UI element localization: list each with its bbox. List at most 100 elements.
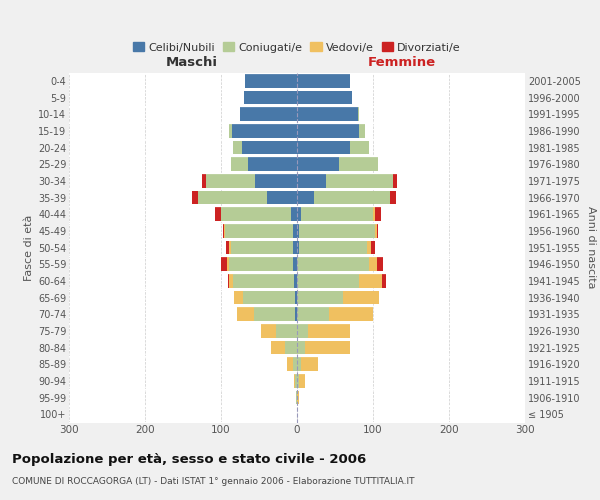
Bar xyxy=(215,208,221,221)
Bar xyxy=(297,124,359,138)
Bar xyxy=(339,158,379,171)
Bar xyxy=(375,224,377,237)
Bar xyxy=(276,324,297,338)
Bar xyxy=(305,340,350,354)
Bar xyxy=(359,274,382,287)
Bar xyxy=(229,274,233,287)
Bar xyxy=(223,224,224,237)
Bar xyxy=(343,290,379,304)
Text: Maschi: Maschi xyxy=(166,56,218,69)
Bar xyxy=(371,240,374,254)
Bar xyxy=(295,290,297,304)
Bar xyxy=(221,258,227,271)
Bar xyxy=(297,158,339,171)
Bar xyxy=(358,108,359,121)
Text: COMUNE DI ROCCAGORGA (LT) - Dati ISTAT 1° gennaio 2006 - Elaborazione TUTTITALIA: COMUNE DI ROCCAGORGA (LT) - Dati ISTAT 1… xyxy=(12,478,415,486)
Bar xyxy=(295,374,297,388)
Bar xyxy=(224,224,225,237)
Bar xyxy=(237,308,254,321)
Bar xyxy=(297,240,299,254)
Bar xyxy=(297,308,329,321)
Bar xyxy=(374,208,380,221)
Bar xyxy=(297,358,301,371)
Bar xyxy=(369,258,377,271)
Bar xyxy=(202,174,206,188)
Bar xyxy=(233,140,242,154)
Bar xyxy=(294,274,297,287)
Bar xyxy=(244,90,297,104)
Bar xyxy=(299,374,305,388)
Bar xyxy=(293,258,297,271)
Bar xyxy=(393,174,397,188)
Bar xyxy=(226,240,229,254)
Bar xyxy=(295,308,297,321)
Bar xyxy=(390,190,396,204)
Legend: Celibi/Nubili, Coniugati/e, Vedovi/e, Divorziati/e: Celibi/Nubili, Coniugati/e, Vedovi/e, Di… xyxy=(129,38,465,57)
Bar xyxy=(308,324,350,338)
Text: Femmine: Femmine xyxy=(368,56,436,69)
Bar xyxy=(271,340,285,354)
Bar xyxy=(234,290,243,304)
Bar xyxy=(297,324,308,338)
Bar xyxy=(314,190,390,204)
Bar xyxy=(245,74,297,88)
Bar xyxy=(293,240,297,254)
Bar xyxy=(299,240,367,254)
Bar xyxy=(225,224,293,237)
Bar xyxy=(254,308,295,321)
Bar xyxy=(377,258,383,271)
Bar xyxy=(287,358,293,371)
Bar xyxy=(382,274,386,287)
Bar xyxy=(192,190,198,204)
Bar xyxy=(297,90,352,104)
Bar xyxy=(229,240,231,254)
Bar xyxy=(296,390,297,404)
Bar xyxy=(301,358,317,371)
Bar xyxy=(297,340,305,354)
Bar xyxy=(231,240,293,254)
Bar xyxy=(350,140,369,154)
Bar xyxy=(266,190,297,204)
Bar xyxy=(291,208,297,221)
Bar xyxy=(231,158,248,171)
Bar xyxy=(297,190,314,204)
Bar xyxy=(329,308,373,321)
Bar xyxy=(299,224,375,237)
Bar xyxy=(260,324,276,338)
Bar xyxy=(293,358,297,371)
Bar xyxy=(377,224,379,237)
Bar xyxy=(198,190,266,204)
Bar xyxy=(301,208,373,221)
Bar xyxy=(227,258,229,271)
Bar xyxy=(297,108,358,121)
Bar xyxy=(206,174,255,188)
Y-axis label: Fasce di età: Fasce di età xyxy=(23,214,34,280)
Bar xyxy=(297,374,299,388)
Bar xyxy=(242,140,297,154)
Bar xyxy=(373,208,374,221)
Bar xyxy=(297,208,301,221)
Bar xyxy=(297,224,299,237)
Bar xyxy=(228,274,229,287)
Bar xyxy=(297,274,359,287)
Bar xyxy=(255,174,297,188)
Bar xyxy=(240,108,297,121)
Bar xyxy=(326,174,393,188)
Bar xyxy=(367,240,371,254)
Bar xyxy=(285,340,297,354)
Bar xyxy=(221,208,291,221)
Bar xyxy=(233,274,294,287)
Bar xyxy=(297,258,369,271)
Bar xyxy=(359,124,365,138)
Bar xyxy=(294,374,295,388)
Y-axis label: Anni di nascita: Anni di nascita xyxy=(586,206,596,289)
Text: Popolazione per età, sesso e stato civile - 2006: Popolazione per età, sesso e stato civil… xyxy=(12,452,366,466)
Bar xyxy=(232,124,297,138)
Bar xyxy=(297,390,299,404)
Bar xyxy=(229,258,293,271)
Bar xyxy=(243,290,295,304)
Bar xyxy=(229,124,232,138)
Bar xyxy=(297,140,350,154)
Bar xyxy=(293,224,297,237)
Bar xyxy=(248,158,297,171)
